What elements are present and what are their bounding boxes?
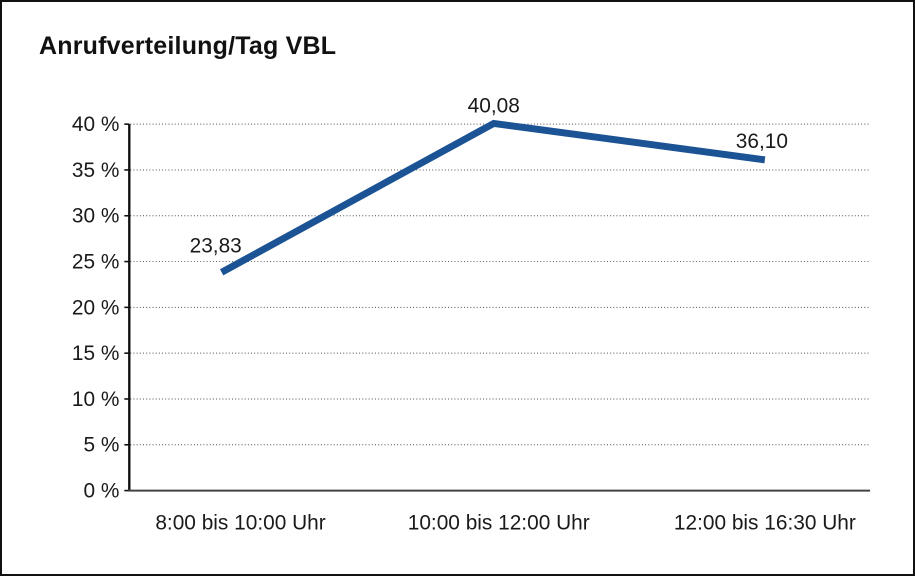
y-tick-label: 25 % [72, 251, 120, 274]
x-category-label: 8:00 bis 10:00 Uhr [155, 511, 325, 534]
x-category-label: 12:00 bis 16:30 Uhr [674, 511, 856, 534]
data-label: 40,08 [468, 94, 520, 117]
y-tick-label: 5 % [83, 434, 119, 457]
data-label: 36,10 [736, 130, 788, 153]
y-tick-label: 30 % [72, 205, 120, 228]
data-label: 23,83 [190, 234, 242, 257]
x-category-label: 10:00 bis 12:00 Uhr [408, 511, 590, 534]
y-tick-label: 0 % [83, 480, 119, 503]
chart-title: Anrufverteilung/Tag VBL [39, 32, 337, 60]
y-tick-label: 15 % [72, 342, 120, 365]
y-tick-label: 40 % [72, 113, 120, 136]
y-tick-label: 20 % [72, 296, 120, 319]
series-line [219, 119, 766, 276]
y-tick-label: 10 % [72, 388, 120, 411]
y-tick-label: 35 % [72, 159, 120, 182]
